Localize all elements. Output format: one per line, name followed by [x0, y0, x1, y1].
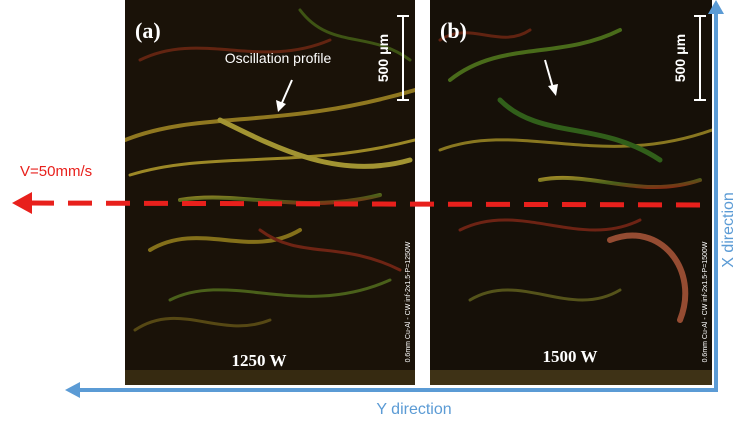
figure: (a) Oscillation profile 500 μm 1250 W 0.…: [0, 0, 735, 421]
annotation: Oscillation profile: [225, 50, 332, 66]
sample-note: 0.6mm Cu-Al - CW inf-2x1.5-P=1250W: [405, 241, 412, 362]
velocity-arrowhead: [12, 192, 32, 214]
panel-label: (a): [135, 18, 161, 43]
power-label: 1250 W: [232, 351, 287, 370]
sample-note: 0.6mm Cu-Al - CW inf-2x1.5-P=1500W: [702, 241, 709, 362]
velocity-label: V=50mm/s: [20, 163, 92, 180]
micrograph-b: [430, 0, 712, 385]
axis-arrowhead: [65, 382, 80, 398]
panel-label: (b): [440, 18, 467, 43]
scale-bar-label: 500 μm: [672, 34, 688, 82]
y-direction-label: Y direction: [376, 401, 451, 418]
power-label: 1500 W: [543, 347, 598, 366]
scale-bar-label: 500 μm: [375, 34, 391, 82]
x-direction-label: X direction: [720, 192, 735, 268]
